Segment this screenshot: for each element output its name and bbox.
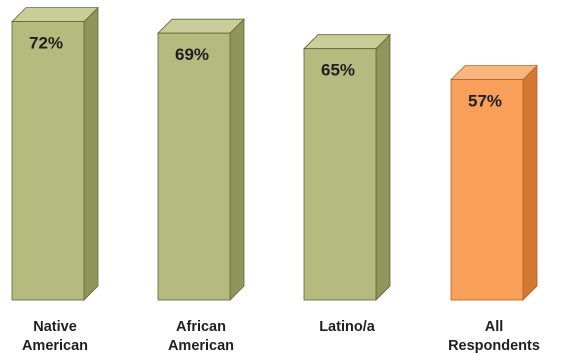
bar-2: 69% (157, 18, 245, 301)
bar-value-label: 69% (175, 45, 209, 64)
bar-3: 65% (303, 33, 391, 301)
bar-value-label: 57% (468, 92, 502, 111)
category-label: Latino/a (319, 319, 376, 335)
bar-1: 72% (11, 6, 99, 301)
bars-group: 72% 69% 65% 57% (11, 6, 538, 301)
bar-top-face (157, 18, 245, 34)
bar-side-face (375, 33, 391, 301)
category-label-line: Native (33, 319, 77, 335)
bar-front-face (303, 48, 377, 301)
bar-side-face (229, 18, 245, 301)
category-label-line: African (176, 319, 226, 335)
category-label-line: American (168, 338, 234, 354)
bar-top-face (303, 34, 391, 50)
category-label-line: All (485, 319, 504, 335)
category-label: Native American (22, 319, 88, 354)
bar-side-face (522, 64, 538, 301)
category-labels-group: Native American African American Latino/a All… (22, 319, 540, 354)
bar-top-face (450, 65, 538, 80)
bar-front-face (157, 32, 231, 301)
bar-front-face (11, 21, 85, 301)
bar-front-face (450, 79, 524, 301)
category-label: African American (168, 319, 234, 354)
category-label-line: American (22, 338, 88, 354)
bar-value-label: 72% (29, 34, 63, 53)
category-label-line: Respondents (448, 338, 540, 354)
category-label-line: Latino/a (319, 319, 376, 335)
category-label: All Respondents (448, 319, 540, 354)
bar-side-face (83, 6, 99, 301)
bar-top-face (11, 7, 99, 23)
bar-4: 57% (450, 64, 538, 301)
bar-value-label: 65% (321, 61, 355, 80)
